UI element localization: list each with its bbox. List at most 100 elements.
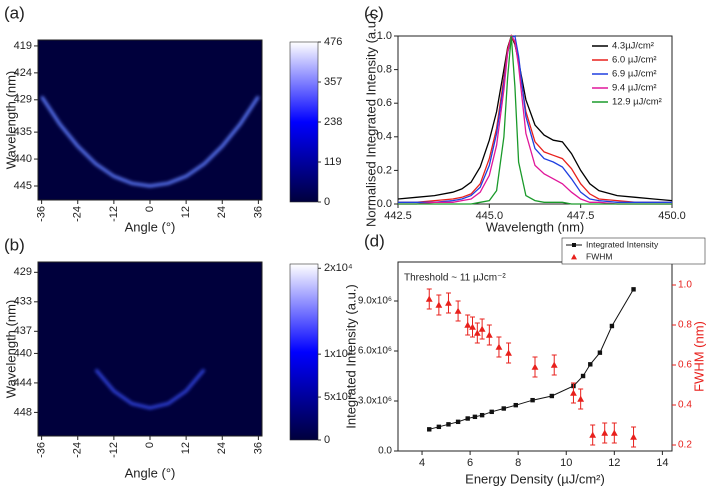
y-tick-label: 0.8 [377,64,392,76]
legend-box [561,237,706,265]
y-tick-label: 0.4 [377,131,392,143]
data-point [445,299,452,306]
legend-label: 12.9 µJ/cm² [612,97,662,108]
legend-label: 6.0 µJ/cm² [612,55,657,66]
data-point [436,424,442,430]
x-axis-label: Angle (°) [125,465,176,480]
y-tick-label: 0.0 [377,198,392,210]
y-tick-label: 419 [14,40,32,52]
colorbar-tick-label: 357 [324,76,342,88]
y-tick-label: 424 [14,67,32,79]
y-tick-label: 0.6 [377,97,392,109]
heatmap-background [38,262,262,436]
data-point [425,295,433,302]
colorbar-tick-label: 2x10⁴ [324,262,353,274]
y2-axis-label: FWHM (nm) [691,321,706,392]
y-axis-label: Wavelength (nm) [3,300,18,399]
data-point [610,429,618,436]
data-point [570,389,577,396]
data-point [472,414,478,420]
x-tick-label: -24 [72,206,84,222]
y-tick-label: 435 [14,126,32,138]
colorbar [289,41,319,203]
x-tick-label: 12 [608,457,620,469]
y-tick-label: 1.0 [377,30,392,42]
y-tick-label: 6.0x10⁶ [358,346,392,357]
y2-tick-label: 1.0 [678,280,692,291]
data-point [505,349,512,356]
data-point [530,397,535,403]
data-point [550,361,558,368]
colorbar-tick-label: 476 [324,36,342,48]
x-tick-label: 14 [656,457,668,469]
plot-frame [397,35,673,205]
panel-label: (b) [4,235,25,254]
annotation: Threshold ~ 11 µJcm⁻² [404,273,506,284]
data-point [531,363,539,370]
x-tick-label: 24 [216,206,228,218]
data-point [580,373,586,379]
colorbar-tick-label: 238 [324,116,342,128]
x-tick-label: 447.5 [567,210,595,222]
series-line [398,35,672,205]
y-tick-label: 440 [14,153,32,165]
data-point [455,419,461,425]
x-tick-label: 24 [216,442,228,454]
legend-swatch [572,243,576,247]
data-point [589,431,597,438]
data-point [479,412,485,418]
data-point [489,409,494,415]
data-point [478,325,486,332]
data-point [513,402,518,408]
x-axis-label: Angle (°) [125,219,176,234]
data-point [501,406,506,411]
x-tick-label: 12 [180,442,192,454]
y-tick-label: 429 [14,94,32,106]
data-point [577,395,585,402]
x-tick-label: -12 [108,442,120,458]
y2-tick-label: 0.6 [678,360,692,371]
x-tick-label: 4 [419,457,425,469]
legend-label: FWHM [586,251,612,261]
colorbar-tick-label: 5x10³ [324,391,352,403]
legend-label: 6.9 µJ/cm² [612,69,657,80]
x-tick-label: 450.0 [658,210,686,222]
y2-tick-label: 0.8 [678,320,692,331]
x-tick-label: 0 [144,206,156,212]
x-axis-label: Energy Density (µJ/cm²) [465,471,605,486]
data-point [631,287,636,292]
data-point [427,427,432,432]
data-point [464,321,472,328]
x-tick-label: -12 [108,206,120,222]
data-point [588,362,593,367]
x-tick-label: 445.0 [476,210,504,222]
data-point [601,429,609,436]
x-tick-label: -36 [36,206,48,222]
data-point [485,331,493,338]
y2-tick-label: 0.4 [678,400,692,411]
x-tick-label: 10 [560,457,572,469]
panel-label: (c) [364,3,384,22]
data-point [465,416,470,421]
y-tick-label: 3.0x10⁶ [358,396,392,407]
y-tick-label: 445 [14,180,32,192]
panel-label: (a) [4,3,25,22]
data-point [446,422,451,427]
y2-tick-label: 0.2 [678,440,692,451]
y-tick-label: 0.0 [378,446,392,457]
data-point [473,329,481,336]
colorbar-tick-label: 1x10⁴ [324,348,353,360]
y-tick-label: 0.2 [377,164,392,176]
series-line [398,35,672,203]
series-line [398,34,672,205]
y-tick-label: 448 [14,406,32,418]
data-point [469,323,476,330]
panel-label: (d) [364,231,385,250]
data-point [630,433,637,440]
heatmap-background [38,40,262,200]
colorbar-tick-label: 0 [324,196,330,208]
colorbar-tick-label: 119 [324,156,342,168]
legend-label: Integrated Intensity [586,239,659,249]
colorbar-tick-label: 0 [324,434,330,446]
